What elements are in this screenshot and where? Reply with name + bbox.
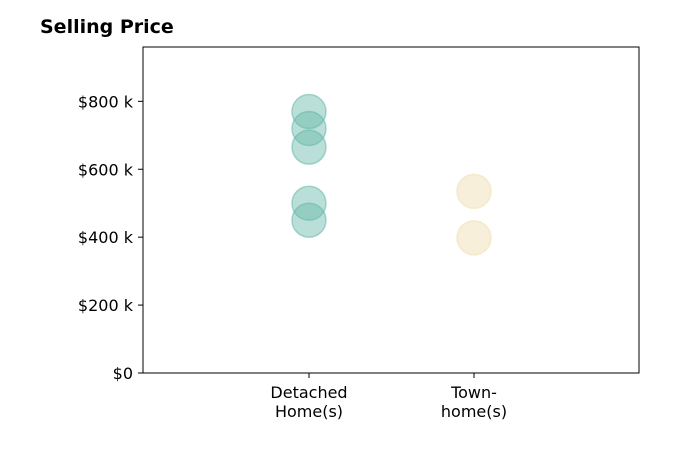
x-tick-label: Detached Home(s) xyxy=(270,383,347,421)
y-tick-label: $400 k xyxy=(78,228,134,247)
x-axis: Detached Home(s) Town-home(s) xyxy=(270,373,507,421)
data-points xyxy=(291,93,492,256)
data-point xyxy=(291,202,327,238)
y-tick-label: $800 k xyxy=(78,92,134,111)
y-tick-label: $200 k xyxy=(78,296,134,315)
plot-frame xyxy=(142,46,640,374)
data-point xyxy=(291,110,327,147)
y-axis: $0 $200 k $400 k $600 k $800 k xyxy=(78,92,143,383)
data-point xyxy=(456,220,492,256)
data-point xyxy=(291,129,327,165)
y-tick-label: $0 xyxy=(113,364,133,383)
y-tick-label: $600 k xyxy=(78,160,134,179)
x-tick-label: Town-home(s) xyxy=(441,383,507,421)
data-point xyxy=(456,173,492,210)
chart-title: Selling Price xyxy=(40,16,174,38)
